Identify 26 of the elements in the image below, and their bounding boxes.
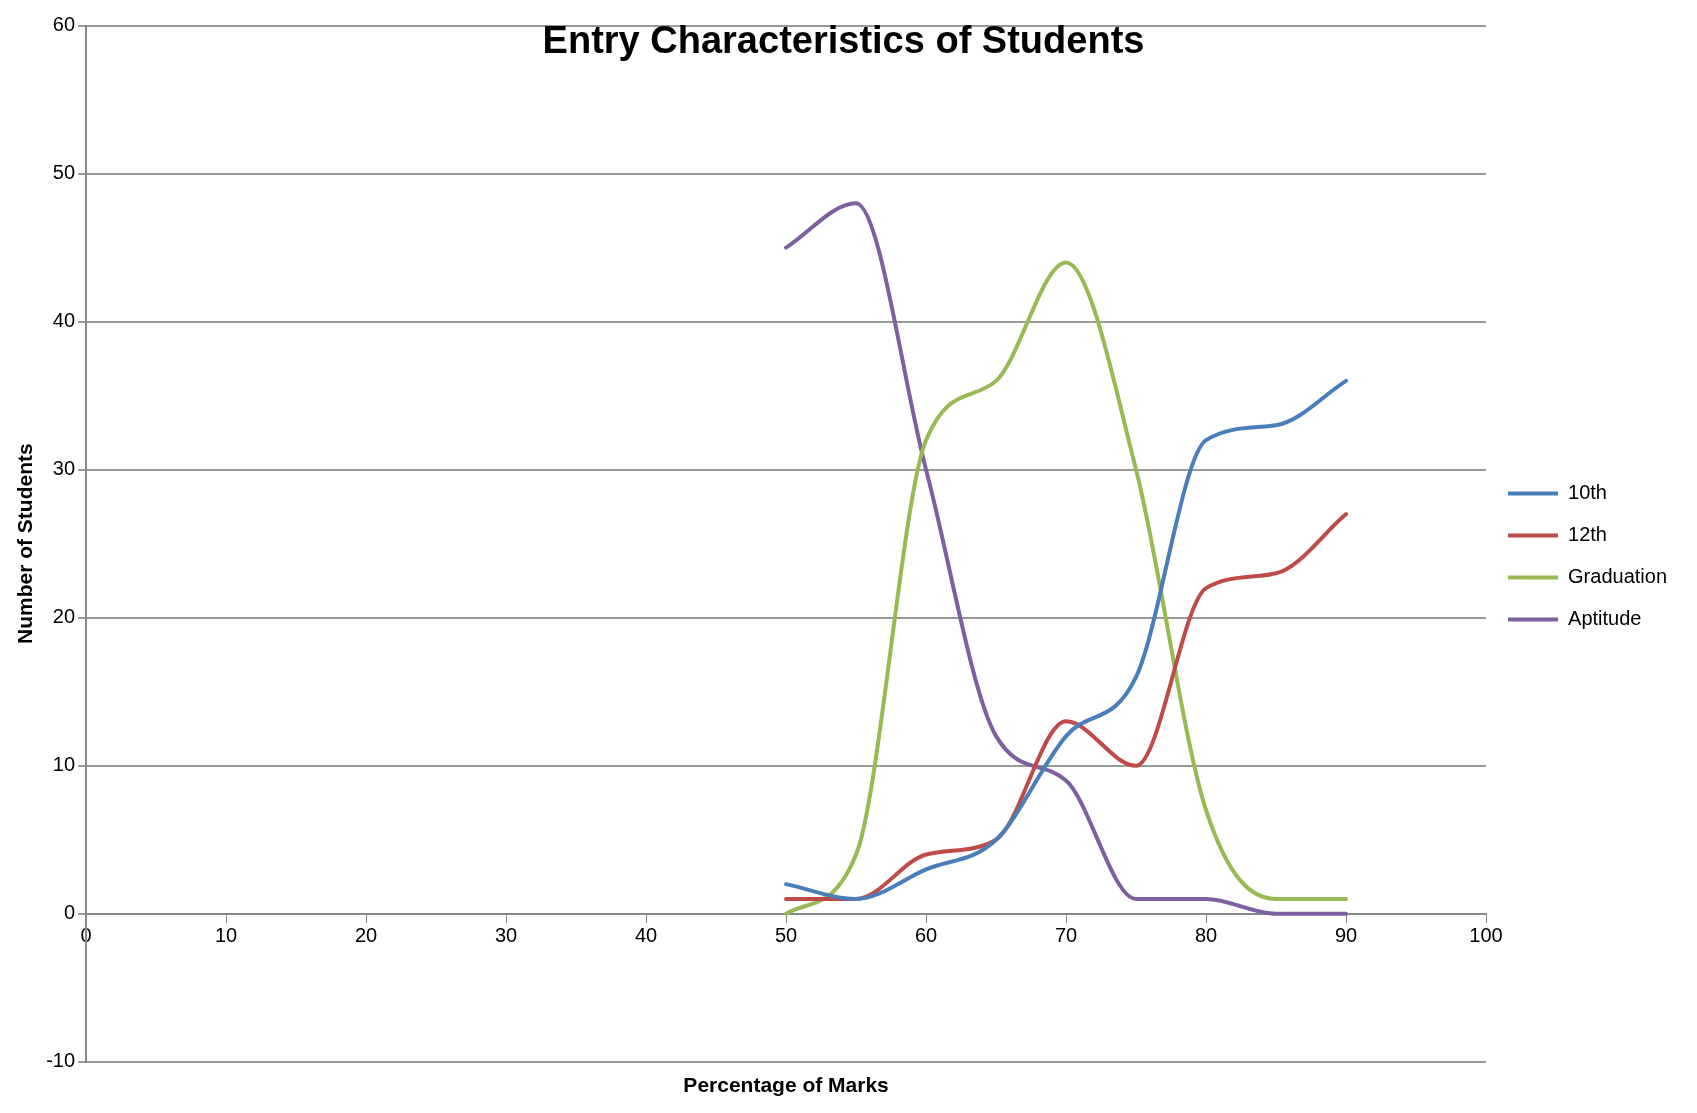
x-tick-label: 50 [774, 924, 798, 947]
y-tick-label: 10 [52, 753, 76, 776]
y-tick-label: 30 [52, 457, 76, 480]
y-tick-label: 20 [52, 605, 76, 628]
y-tick-label: -10 [46, 1049, 76, 1072]
x-tick-label: 20 [354, 924, 378, 947]
y-tick-label: 50 [52, 161, 76, 184]
x-tick-label: 60 [914, 924, 938, 947]
x-tick-label: 90 [1334, 924, 1358, 947]
x-tick-label: 100 [1469, 924, 1503, 947]
x-tick-label: 30 [494, 924, 518, 947]
x-tick-label: 10 [214, 924, 238, 947]
x-axis-title: Percentage of Marks [683, 1073, 889, 1097]
legend-label: Graduation [1568, 565, 1668, 588]
legend-label: 10th [1568, 481, 1607, 504]
x-tick-label: 80 [1194, 924, 1218, 947]
legend-label: 12th [1568, 523, 1607, 546]
y-axis-title: Number of Students [13, 443, 37, 645]
line-series [784, 378, 1349, 901]
x-tick-label: 40 [634, 924, 658, 947]
y-tick-label: 40 [52, 309, 76, 332]
chart-title: Entry Characteristics of Students [542, 19, 1145, 62]
x-tick-label: 70 [1054, 924, 1078, 947]
y-tick-label: 60 [52, 13, 76, 36]
legend-label: Aptitude [1568, 607, 1642, 630]
y-tick-label: 0 [63, 901, 76, 924]
